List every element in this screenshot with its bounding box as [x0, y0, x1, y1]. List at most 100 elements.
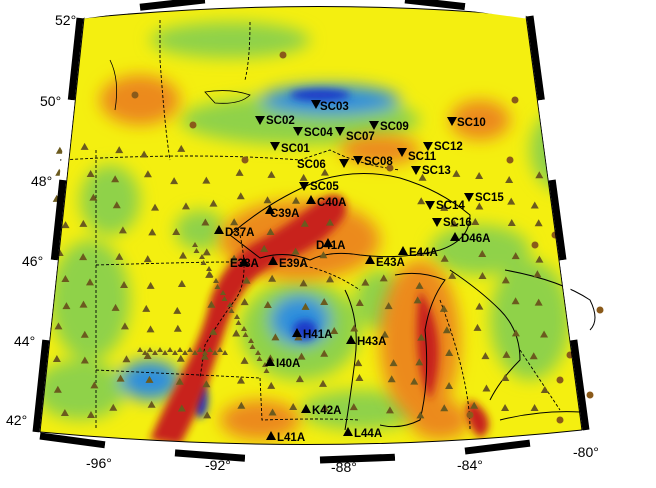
inverted-triangle-marker [369, 121, 379, 130]
triangle-marker [265, 205, 275, 214]
station-triangle [418, 173, 427, 181]
triangle-marker [365, 255, 375, 264]
state-border [259, 377, 361, 421]
station-label: SC12 [434, 141, 463, 153]
lon-tick-label: -92° [205, 457, 231, 473]
station-triangle [299, 279, 308, 287]
station-d37a: D37A [214, 225, 254, 239]
lon-tick-label: -84° [457, 457, 483, 473]
state-border [95, 261, 231, 266]
station-sc16: SC16 [432, 217, 472, 229]
station-triangle [235, 320, 242, 325]
station-triangle [172, 227, 181, 235]
station-triangle [501, 403, 510, 411]
station-triangle [240, 356, 249, 364]
station-triangle [217, 347, 223, 352]
station-triangle [501, 374, 510, 382]
station-triangle [167, 347, 173, 352]
station-triangle [319, 379, 328, 387]
station-triangle [201, 218, 210, 226]
station-triangle [181, 202, 190, 210]
station-triangle [535, 171, 544, 179]
station-triangle [118, 226, 127, 234]
station-triangle [162, 350, 168, 355]
triangle-marker [214, 225, 224, 234]
station-h41a: H41A [292, 328, 332, 341]
station-triangle [354, 359, 363, 367]
station-triangle [177, 279, 186, 287]
station-triangle [213, 278, 219, 283]
station-sc03: SC03 [311, 100, 349, 113]
station-triangle [146, 281, 155, 289]
station-triangle [442, 326, 451, 334]
triangle-marker [398, 246, 408, 255]
station-triangle [271, 333, 280, 341]
station-triangle [115, 146, 124, 154]
inverted-triangle-marker [423, 142, 433, 151]
triangle-marker [301, 404, 311, 413]
station-triangle [209, 199, 218, 207]
station-triangle [115, 252, 124, 260]
station-triangle [475, 171, 484, 179]
circle-station [189, 121, 197, 129]
station-sc14: SC14 [425, 200, 465, 212]
inverted-triangle-marker [339, 159, 349, 168]
circle-station [556, 376, 564, 384]
station-triangle [173, 306, 182, 314]
station-label: SC01 [281, 143, 310, 155]
station-triangle [534, 298, 543, 306]
station-triangle [445, 349, 454, 357]
station-triangle [203, 411, 212, 419]
circle-station [531, 241, 539, 249]
station-triangle [220, 290, 226, 295]
state-border [199, 234, 245, 379]
station-label: C39A [270, 208, 299, 220]
frame-tick-segment [50, 179, 67, 261]
station-triangle [349, 403, 358, 411]
station-triangle [202, 350, 208, 355]
station-triangle [416, 411, 425, 419]
lat-tick-label: 46° [22, 253, 43, 269]
station-triangle [410, 377, 419, 385]
station-triangle [177, 347, 183, 352]
station-triangle [228, 308, 235, 313]
circle-station [386, 164, 394, 172]
station-label: D46A [461, 233, 490, 245]
station-triangle [197, 347, 203, 352]
station-triangle [80, 356, 89, 364]
triangle-marker [266, 431, 276, 440]
station-triangle [157, 347, 163, 352]
frame-tick-segment [529, 432, 583, 447]
station-triangle [227, 302, 233, 307]
station-triangle [179, 251, 188, 259]
triangle-marker [268, 256, 278, 265]
station-triangle [260, 244, 269, 252]
station-triangle [529, 352, 538, 360]
triangle-marker [323, 238, 333, 247]
station-triangle [295, 375, 304, 383]
station-triangle [534, 219, 543, 227]
lake-erie-shore [499, 411, 581, 421]
station-triangle [263, 301, 272, 309]
station-triangle [263, 368, 270, 373]
province-border [244, 21, 251, 81]
station-label: D41A [316, 240, 345, 252]
station-c39a: C39A [265, 205, 299, 220]
lon-tick-label: -96° [86, 455, 112, 471]
station-triangle [182, 350, 188, 355]
station-triangle [142, 304, 151, 312]
station-label: SC13 [422, 165, 451, 177]
station-triangle [111, 175, 120, 183]
station-triangle [249, 344, 256, 349]
station-label: E43A [376, 257, 405, 269]
station-triangle [200, 352, 209, 360]
frame-tick-segment [559, 259, 578, 341]
station-triangle [212, 350, 218, 355]
station-triangle [291, 247, 300, 255]
station-triangle [326, 275, 335, 283]
station-i40a: I40A [265, 357, 300, 370]
station-triangle [120, 280, 129, 288]
station-label: SC14 [436, 200, 465, 212]
station-triangle [440, 203, 449, 211]
